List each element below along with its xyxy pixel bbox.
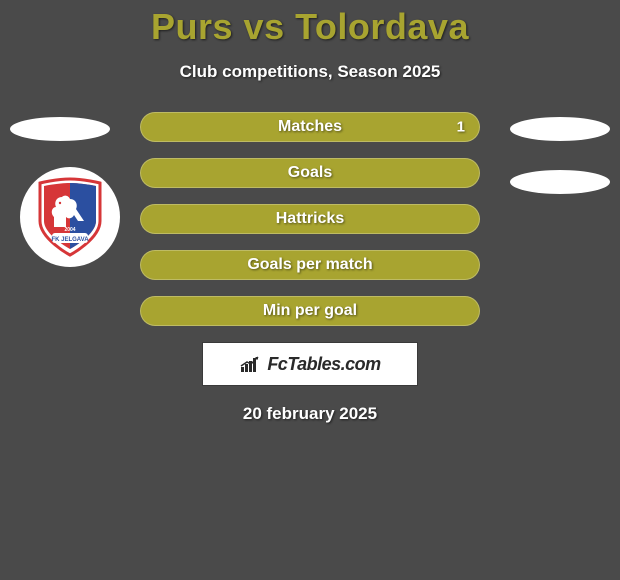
club-shield-icon: FK JELGAVA 2004: [32, 177, 108, 257]
brand-text: FcTables.com: [267, 354, 380, 375]
stat-row-goals: Goals: [140, 158, 480, 188]
club-badge-circle: FK JELGAVA 2004: [20, 167, 120, 267]
stat-row-hattricks: Hattricks: [140, 204, 480, 234]
club-badge-left: FK JELGAVA 2004: [20, 167, 120, 267]
player-right-placeholder-1: [510, 117, 610, 141]
svg-text:FK JELGAVA: FK JELGAVA: [51, 237, 89, 243]
season-subtitle: Club competitions, Season 2025: [0, 62, 620, 82]
stat-label: Matches: [278, 118, 342, 136]
stat-row-goals-per-match: Goals per match: [140, 250, 480, 280]
stat-rows: Matches 1 Goals Hattricks Goals per matc…: [140, 112, 480, 326]
stat-label: Min per goal: [263, 302, 357, 320]
stat-value-right: 1: [457, 119, 465, 136]
player-right-placeholder-2: [510, 170, 610, 194]
stats-area: FK JELGAVA 2004 Matches 1 Goals Hattrick…: [0, 112, 620, 424]
page-title: Purs vs Tolordava: [0, 6, 620, 48]
brand-link[interactable]: FcTables.com: [202, 342, 418, 386]
brand-chart-icon: [239, 355, 261, 373]
footer-date: 20 february 2025: [0, 404, 620, 424]
stat-label: Hattricks: [276, 210, 344, 228]
stat-row-matches: Matches 1: [140, 112, 480, 142]
stat-row-min-per-goal: Min per goal: [140, 296, 480, 326]
comparison-card: Purs vs Tolordava Club competitions, Sea…: [0, 0, 620, 424]
stat-label: Goals per match: [247, 256, 372, 274]
stat-label: Goals: [288, 164, 332, 182]
player-left-placeholder: [10, 117, 110, 141]
svg-text:2004: 2004: [64, 227, 75, 233]
